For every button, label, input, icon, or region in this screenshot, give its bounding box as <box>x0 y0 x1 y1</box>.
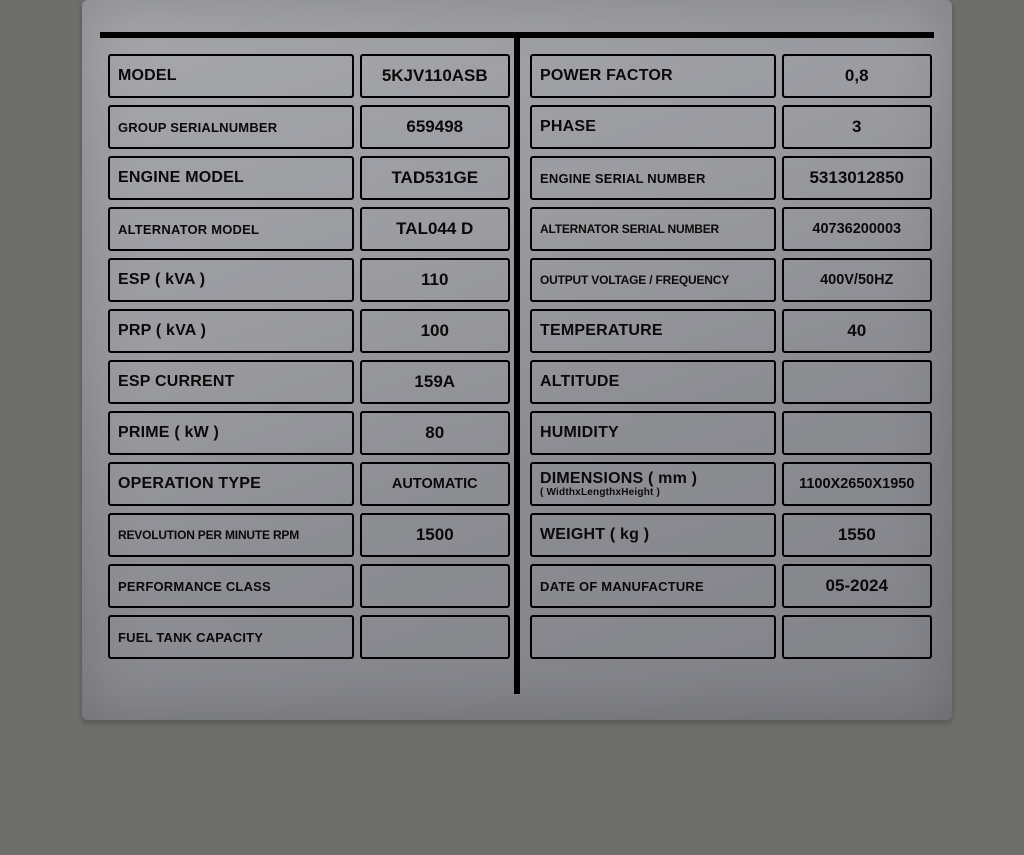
value-esp-kva: 110 <box>360 258 510 302</box>
top-rule <box>100 32 934 38</box>
label-empty <box>530 615 776 659</box>
value-group-serial: 659498 <box>360 105 510 149</box>
value-prime-kw: 80 <box>360 411 510 455</box>
label-humidity: HUMIDITY <box>530 411 776 455</box>
label-engine-serial: ENGINE SERIAL NUMBER <box>530 156 776 200</box>
label-esp-kva: ESP ( kVA ) <box>108 258 354 302</box>
value-model: 5KJV110ASB <box>360 54 510 98</box>
table-row: ESP CURRENT 159A <box>108 360 504 404</box>
table-row: FUEL TANK CAPACITY <box>108 615 504 659</box>
table-row: ALTERNATOR MODEL TAL044 D <box>108 207 504 251</box>
label-dimensions: DIMENSIONS ( mm ) ( WidthxLengthxHeight … <box>530 462 776 506</box>
table-row: REVOLUTION PER MINUTE RPM 1500 <box>108 513 504 557</box>
nameplate: MODEL 5KJV110ASB GROUP SERIALNUMBER 6594… <box>82 0 952 720</box>
value-fuel-tank <box>360 615 510 659</box>
right-column: POWER FACTOR 0,8 PHASE 3 ENGINE SERIAL N… <box>522 54 934 694</box>
value-engine-model: TAD531GE <box>360 156 510 200</box>
label-performance-class: PERFORMANCE CLASS <box>108 564 354 608</box>
label-weight: WEIGHT ( kg ) <box>530 513 776 557</box>
value-date-mfg: 05-2024 <box>782 564 932 608</box>
table-row: OUTPUT VOLTAGE / FREQUENCY 400V/50HZ <box>530 258 926 302</box>
table-row: DIMENSIONS ( mm ) ( WidthxLengthxHeight … <box>530 462 926 506</box>
label-altitude: ALTITUDE <box>530 360 776 404</box>
value-performance-class <box>360 564 510 608</box>
label-model: MODEL <box>108 54 354 98</box>
table-row: WEIGHT ( kg ) 1550 <box>530 513 926 557</box>
table-row: ESP ( kVA ) 110 <box>108 258 504 302</box>
value-weight: 1550 <box>782 513 932 557</box>
value-rpm: 1500 <box>360 513 510 557</box>
value-output-vf: 400V/50HZ <box>782 258 932 302</box>
table-row: ALTERNATOR SERIAL NUMBER 40736200003 <box>530 207 926 251</box>
center-divider <box>514 32 520 694</box>
label-rpm: REVOLUTION PER MINUTE RPM <box>108 513 354 557</box>
table-row: DATE OF MANUFACTURE 05-2024 <box>530 564 926 608</box>
table-row: TEMPERATURE 40 <box>530 309 926 353</box>
label-dimensions-main: DIMENSIONS ( mm ) <box>540 471 697 487</box>
left-column: MODEL 5KJV110ASB GROUP SERIALNUMBER 6594… <box>100 54 512 694</box>
label-alternator-serial: ALTERNATOR SERIAL NUMBER <box>530 207 776 251</box>
table-row: MODEL 5KJV110ASB <box>108 54 504 98</box>
label-phase: PHASE <box>530 105 776 149</box>
table-row <box>530 615 926 659</box>
label-power-factor: POWER FACTOR <box>530 54 776 98</box>
nameplate-columns: MODEL 5KJV110ASB GROUP SERIALNUMBER 6594… <box>100 54 934 694</box>
label-engine-model: ENGINE MODEL <box>108 156 354 200</box>
table-row: ALTITUDE <box>530 360 926 404</box>
value-alternator-serial: 40736200003 <box>782 207 932 251</box>
label-dimensions-sub: ( WidthxLengthxHeight ) <box>540 488 660 498</box>
table-row: PRP ( kVA ) 100 <box>108 309 504 353</box>
value-phase: 3 <box>782 105 932 149</box>
table-row: PRIME ( kW ) 80 <box>108 411 504 455</box>
label-prime-kw: PRIME ( kW ) <box>108 411 354 455</box>
value-alternator-model: TAL044 D <box>360 207 510 251</box>
label-operation-type: OPERATION TYPE <box>108 462 354 506</box>
value-operation-type: AUTOMATIC <box>360 462 510 506</box>
label-prp-kva: PRP ( kVA ) <box>108 309 354 353</box>
table-row: ENGINE SERIAL NUMBER 5313012850 <box>530 156 926 200</box>
table-row: PHASE 3 <box>530 105 926 149</box>
plate-shadow <box>82 720 952 728</box>
table-row: OPERATION TYPE AUTOMATIC <box>108 462 504 506</box>
label-date-mfg: DATE OF MANUFACTURE <box>530 564 776 608</box>
value-esp-current: 159A <box>360 360 510 404</box>
label-esp-current: ESP CURRENT <box>108 360 354 404</box>
label-output-vf: OUTPUT VOLTAGE / FREQUENCY <box>530 258 776 302</box>
label-alternator-model: ALTERNATOR MODEL <box>108 207 354 251</box>
value-temperature: 40 <box>782 309 932 353</box>
value-altitude <box>782 360 932 404</box>
label-group-serial: GROUP SERIALNUMBER <box>108 105 354 149</box>
value-humidity <box>782 411 932 455</box>
label-fuel-tank: FUEL TANK CAPACITY <box>108 615 354 659</box>
table-row: ENGINE MODEL TAD531GE <box>108 156 504 200</box>
table-row: GROUP SERIALNUMBER 659498 <box>108 105 504 149</box>
table-row: HUMIDITY <box>530 411 926 455</box>
photo-background: MODEL 5KJV110ASB GROUP SERIALNUMBER 6594… <box>0 0 1024 855</box>
value-dimensions: 1100X2650X1950 <box>782 462 932 506</box>
value-engine-serial: 5313012850 <box>782 156 932 200</box>
value-empty <box>782 615 932 659</box>
table-row: PERFORMANCE CLASS <box>108 564 504 608</box>
value-power-factor: 0,8 <box>782 54 932 98</box>
table-row: POWER FACTOR 0,8 <box>530 54 926 98</box>
label-temperature: TEMPERATURE <box>530 309 776 353</box>
value-prp-kva: 100 <box>360 309 510 353</box>
